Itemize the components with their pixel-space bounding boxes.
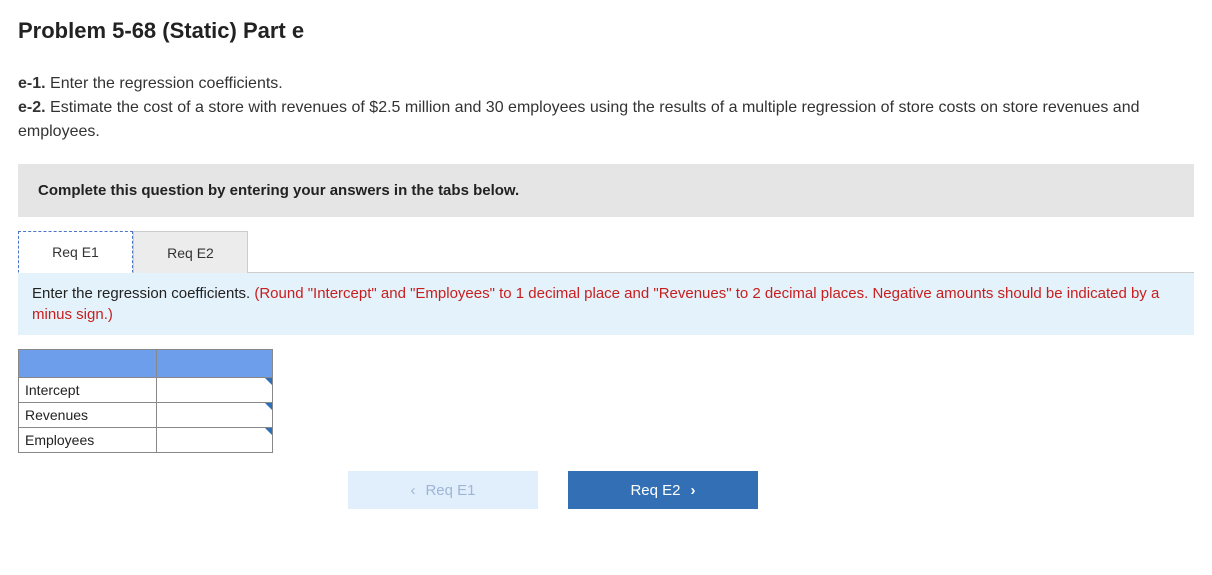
table-row: Intercept (19, 378, 273, 403)
tab-req-e2[interactable]: Req E2 (133, 231, 248, 273)
tabs-row: Req E1 Req E2 (18, 231, 1194, 273)
table-row: Employees (19, 428, 273, 453)
prev-button[interactable]: ‹ Req E1 (348, 471, 538, 509)
instructions-block: e-1. Enter the regression coefficients. … (18, 72, 1194, 144)
cell-input-intercept-wrap (157, 378, 273, 403)
panel-text-black: Enter the regression coefficients. (32, 285, 254, 302)
tab-req-e1[interactable]: Req E1 (18, 231, 133, 273)
chevron-right-icon: › (691, 482, 696, 499)
coefficients-table: Intercept Revenues Employees (18, 349, 273, 453)
table-header-blank-1 (19, 350, 157, 378)
nav-buttons: ‹ Req E1 Req E2 › (348, 471, 1194, 509)
input-revenues[interactable] (163, 405, 266, 425)
prev-button-label: Req E1 (425, 482, 475, 499)
e2-label: e-2. (18, 99, 46, 116)
problem-title: Problem 5-68 (Static) Part e (18, 18, 1194, 44)
next-button[interactable]: Req E2 › (568, 471, 758, 509)
completion-banner: Complete this question by entering your … (18, 164, 1194, 217)
instruction-panel: Enter the regression coefficients. (Roun… (18, 272, 1194, 335)
table-header-blank-2 (157, 350, 273, 378)
e2-text: Estimate the cost of a store with revenu… (18, 99, 1140, 140)
input-employees[interactable] (163, 430, 266, 450)
table-row: Revenues (19, 403, 273, 428)
e1-text: Enter the regression coefficients. (46, 75, 283, 92)
input-intercept[interactable] (163, 380, 266, 400)
next-button-label: Req E2 (630, 482, 680, 499)
row-label-intercept: Intercept (19, 378, 157, 403)
e1-label: e-1. (18, 75, 46, 92)
row-label-employees: Employees (19, 428, 157, 453)
cell-input-employees-wrap (157, 428, 273, 453)
row-label-revenues: Revenues (19, 403, 157, 428)
chevron-left-icon: ‹ (410, 482, 415, 499)
cell-input-revenues-wrap (157, 403, 273, 428)
